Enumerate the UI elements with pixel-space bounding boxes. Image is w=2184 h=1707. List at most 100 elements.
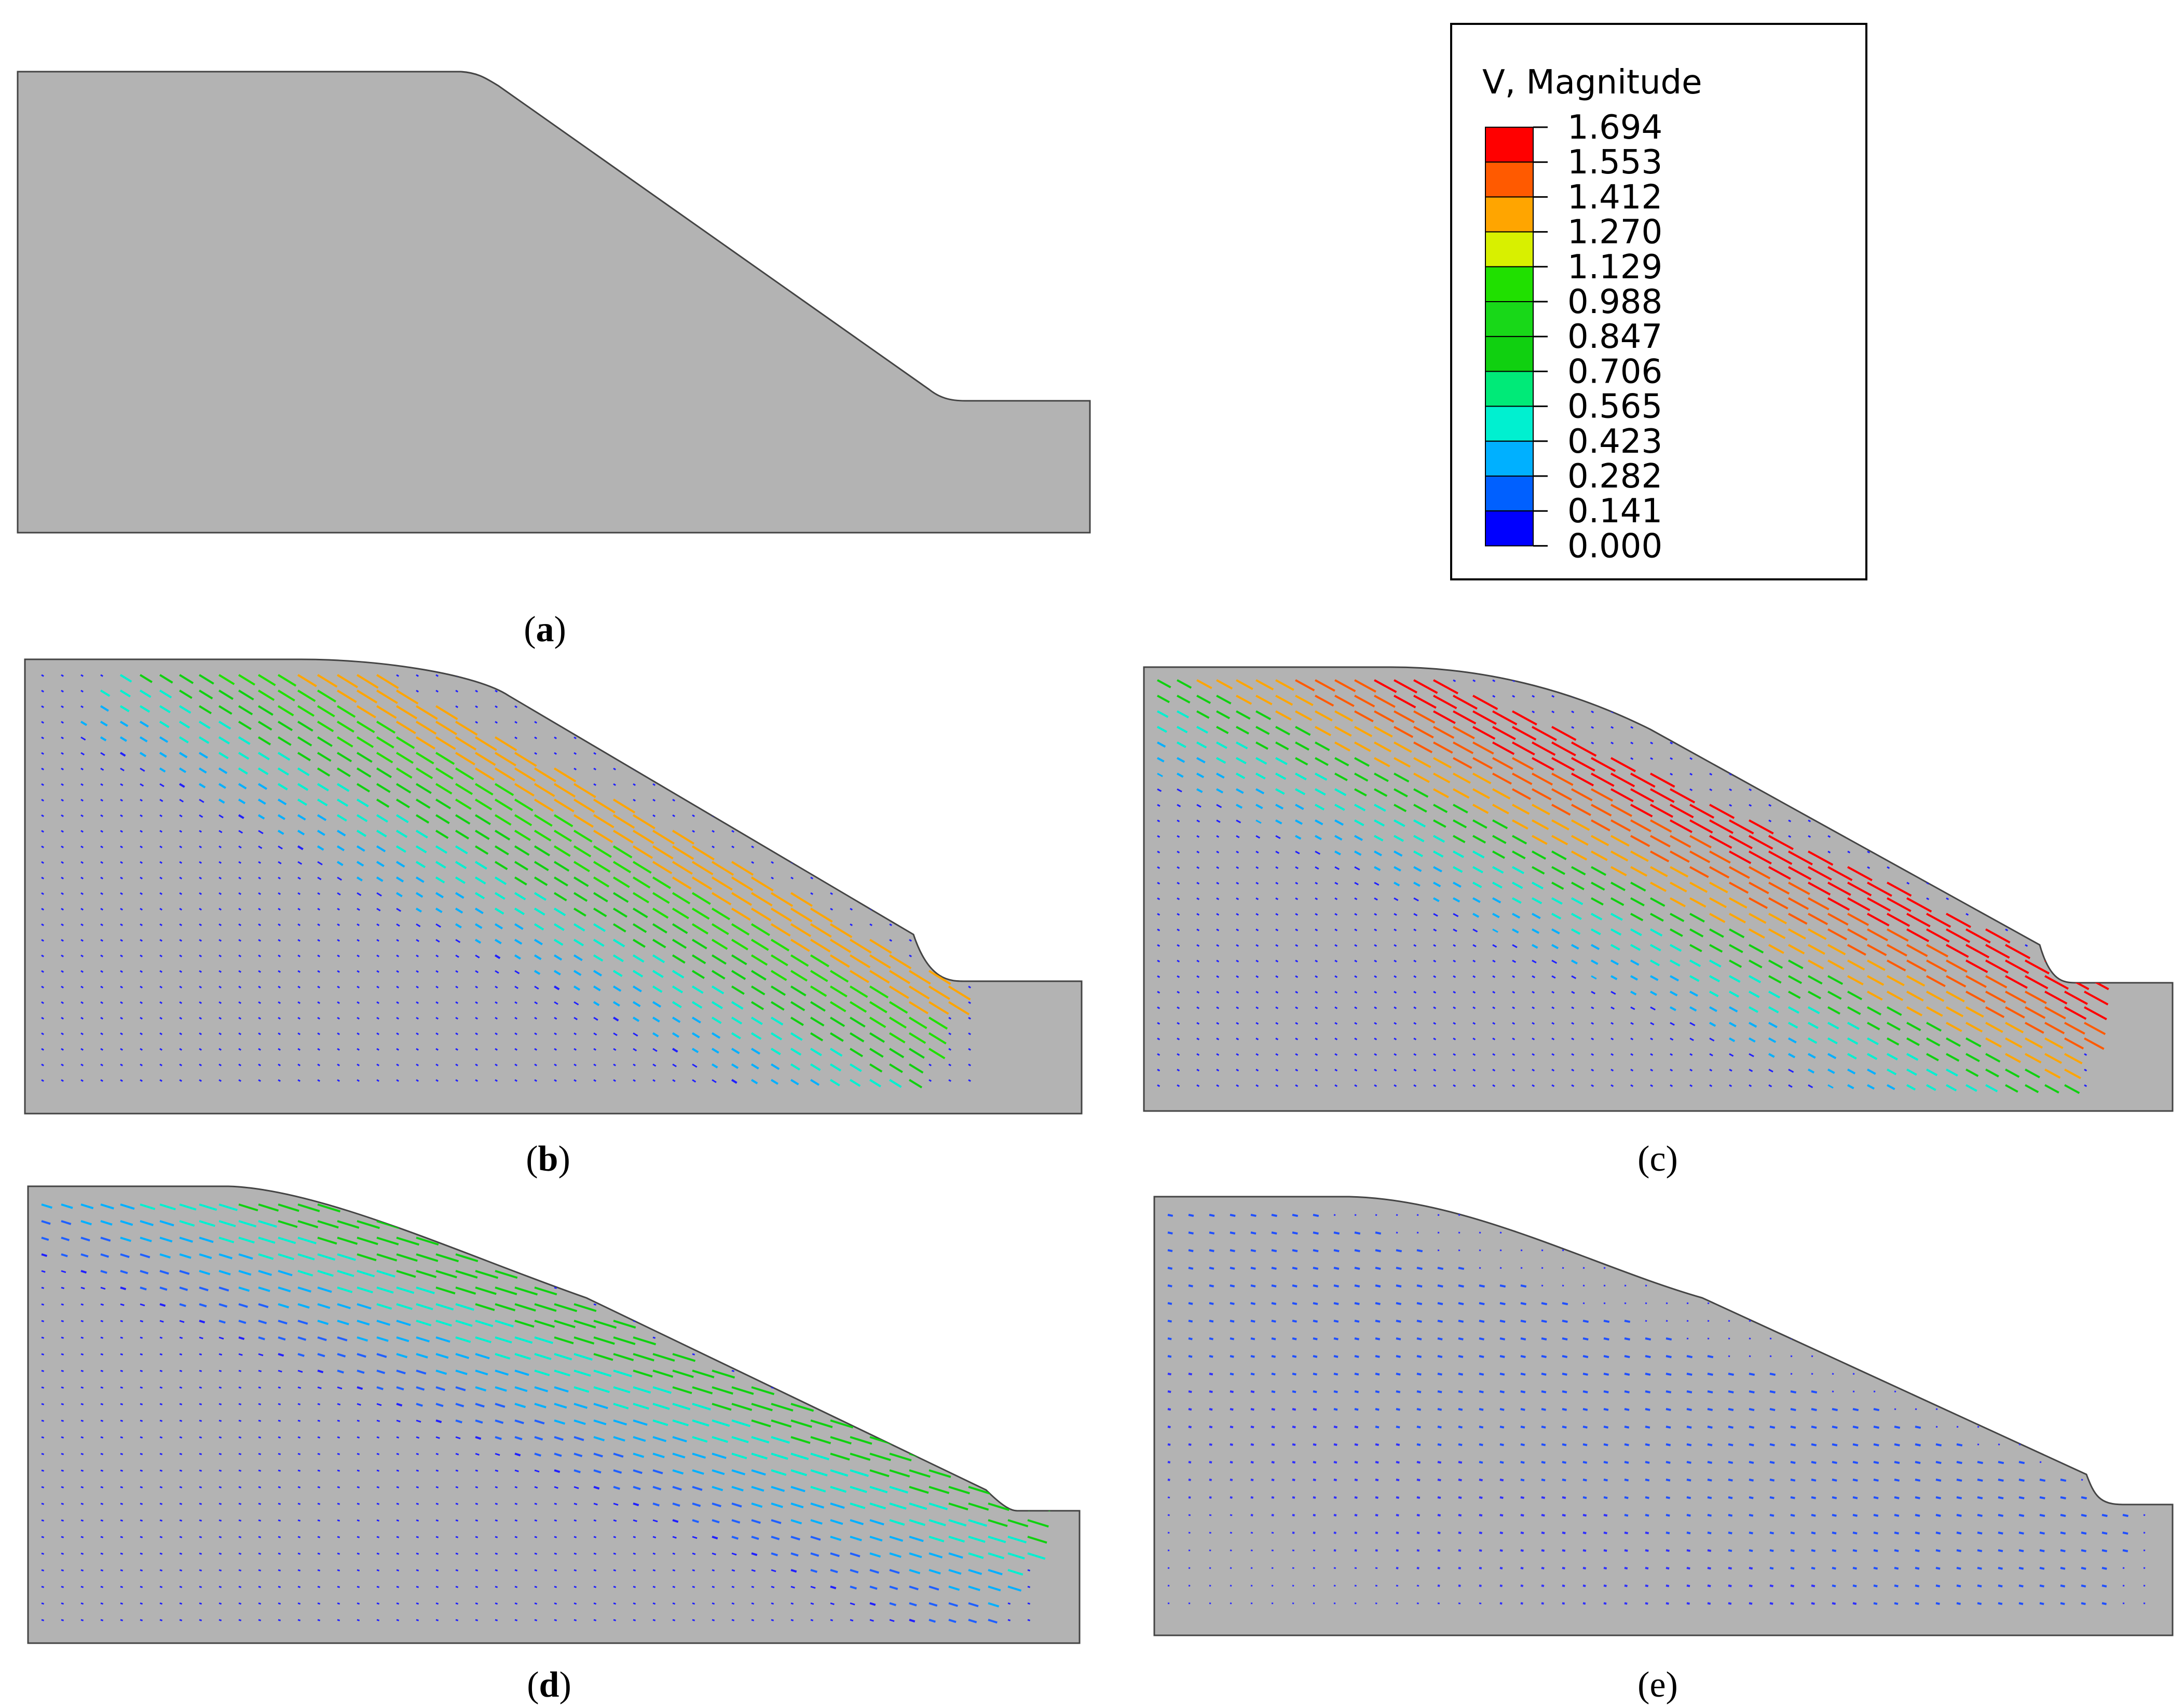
- velocity-vector: [554, 1001, 558, 1005]
- velocity-vector: [1985, 882, 1989, 885]
- velocity-vector: [1157, 710, 1169, 718]
- velocity-vector: [672, 1063, 677, 1067]
- velocity-vector: [574, 752, 577, 755]
- velocity-vector: [1887, 928, 1909, 942]
- velocity-vector: [1177, 944, 1180, 947]
- velocity-vector: [219, 861, 222, 864]
- velocity-vector: [1946, 897, 1949, 900]
- velocity-vector: [2005, 959, 2029, 974]
- velocity-vector: [1157, 679, 1171, 688]
- velocity-vector: [889, 1203, 893, 1206]
- velocity-vector: [830, 1436, 852, 1445]
- velocity-vector: [711, 970, 726, 980]
- velocity-vector: [297, 1032, 301, 1035]
- velocity-vector: [1689, 913, 1705, 923]
- velocity-vector: [613, 721, 616, 724]
- velocity-vector: [889, 674, 892, 677]
- velocity-vector: [1396, 1284, 1402, 1288]
- velocity-vector: [1811, 1284, 1813, 1287]
- velocity-vector: [613, 783, 616, 786]
- velocity-vector: [1768, 726, 1772, 729]
- velocity-vector: [554, 1253, 557, 1256]
- velocity-vector: [1354, 1549, 1357, 1552]
- velocity-vector: [415, 705, 438, 720]
- velocity-vector: [534, 798, 554, 812]
- velocity-vector: [1887, 757, 1890, 760]
- velocity-vector: [712, 1602, 715, 1605]
- velocity-vector: [810, 752, 813, 755]
- velocity-vector: [1686, 1408, 1692, 1411]
- velocity-vector: [1255, 928, 1259, 931]
- velocity-vector: [297, 1048, 301, 1051]
- velocity-vector: [574, 674, 577, 677]
- velocity-vector: [2064, 726, 2068, 729]
- velocity-vector: [1512, 1006, 1516, 1009]
- velocity-vector: [771, 689, 774, 693]
- velocity-vector: [1749, 1249, 1751, 1252]
- velocity-vector: [455, 1436, 461, 1440]
- velocity-vector: [1894, 1337, 1896, 1340]
- velocity-vector: [1027, 1436, 1031, 1439]
- velocity-vector: [692, 830, 695, 833]
- velocity-vector: [1313, 1496, 1316, 1499]
- velocity-vector: [1157, 1084, 1161, 1087]
- velocity-vector: [1334, 1068, 1338, 1072]
- velocity-vector: [1847, 819, 1851, 822]
- velocity-vector: [1808, 726, 1811, 729]
- velocity-vector: [2064, 757, 2068, 760]
- velocity-vector: [2064, 1053, 2083, 1065]
- velocity-vector: [1709, 1022, 1716, 1027]
- velocity-vector: [731, 798, 734, 802]
- velocity-vector: [2018, 1337, 2021, 1340]
- velocity-vector: [948, 939, 951, 942]
- velocity-vector: [1887, 913, 1910, 927]
- velocity-vector: [849, 985, 868, 998]
- velocity-vector: [771, 1602, 774, 1605]
- velocity-vector: [612, 1017, 619, 1022]
- velocity-vector: [1729, 850, 1752, 864]
- velocity-vector: [1255, 866, 1259, 869]
- velocity-vector: [1985, 726, 1989, 729]
- velocity-vector: [574, 1353, 593, 1361]
- velocity-vector: [514, 1370, 529, 1376]
- velocity-vector: [1624, 1284, 1627, 1287]
- velocity-vector: [889, 985, 909, 999]
- velocity-vector: [948, 1063, 951, 1066]
- velocity-vector: [475, 1220, 479, 1223]
- velocity-vector: [790, 1063, 800, 1071]
- velocity-vector: [199, 1602, 202, 1605]
- velocity-vector: [258, 1320, 267, 1324]
- velocity-vector: [1532, 1037, 1535, 1040]
- velocity-vector: [1492, 1053, 1496, 1056]
- velocity-vector: [1334, 959, 1338, 963]
- velocity-vector: [1630, 991, 1637, 996]
- velocity-vector: [219, 1220, 236, 1227]
- velocity-vector: [1479, 1302, 1485, 1306]
- velocity-vector: [41, 1386, 45, 1389]
- velocity-vector: [1749, 835, 1773, 850]
- velocity-vector: [435, 798, 452, 809]
- velocity-vector: [395, 767, 413, 779]
- velocity-vector: [495, 674, 498, 677]
- velocity-vector: [593, 1303, 597, 1306]
- velocity-vector: [1271, 1496, 1275, 1499]
- velocity-vector: [830, 736, 833, 739]
- velocity-vector: [1458, 1426, 1463, 1429]
- velocity-vector: [238, 767, 248, 775]
- velocity-vector: [1707, 1514, 1712, 1517]
- velocity-vector: [1520, 1390, 1526, 1393]
- velocity-vector: [179, 798, 184, 803]
- velocity-vector: [1768, 1006, 1779, 1013]
- velocity-vector: [652, 907, 669, 919]
- velocity-vector: [219, 1502, 222, 1505]
- velocity-vector: [475, 1032, 478, 1035]
- velocity-vector: [1512, 850, 1526, 860]
- velocity-vector: [1177, 819, 1180, 822]
- velocity-vector: [1591, 773, 1615, 787]
- velocity-vector: [1873, 1461, 1879, 1464]
- velocity-vector: [1512, 804, 1530, 815]
- velocity-vector: [1670, 788, 1696, 804]
- velocity-vector: [929, 939, 932, 942]
- velocity-vector: [1811, 1426, 1817, 1429]
- velocity-vector: [1645, 1355, 1651, 1359]
